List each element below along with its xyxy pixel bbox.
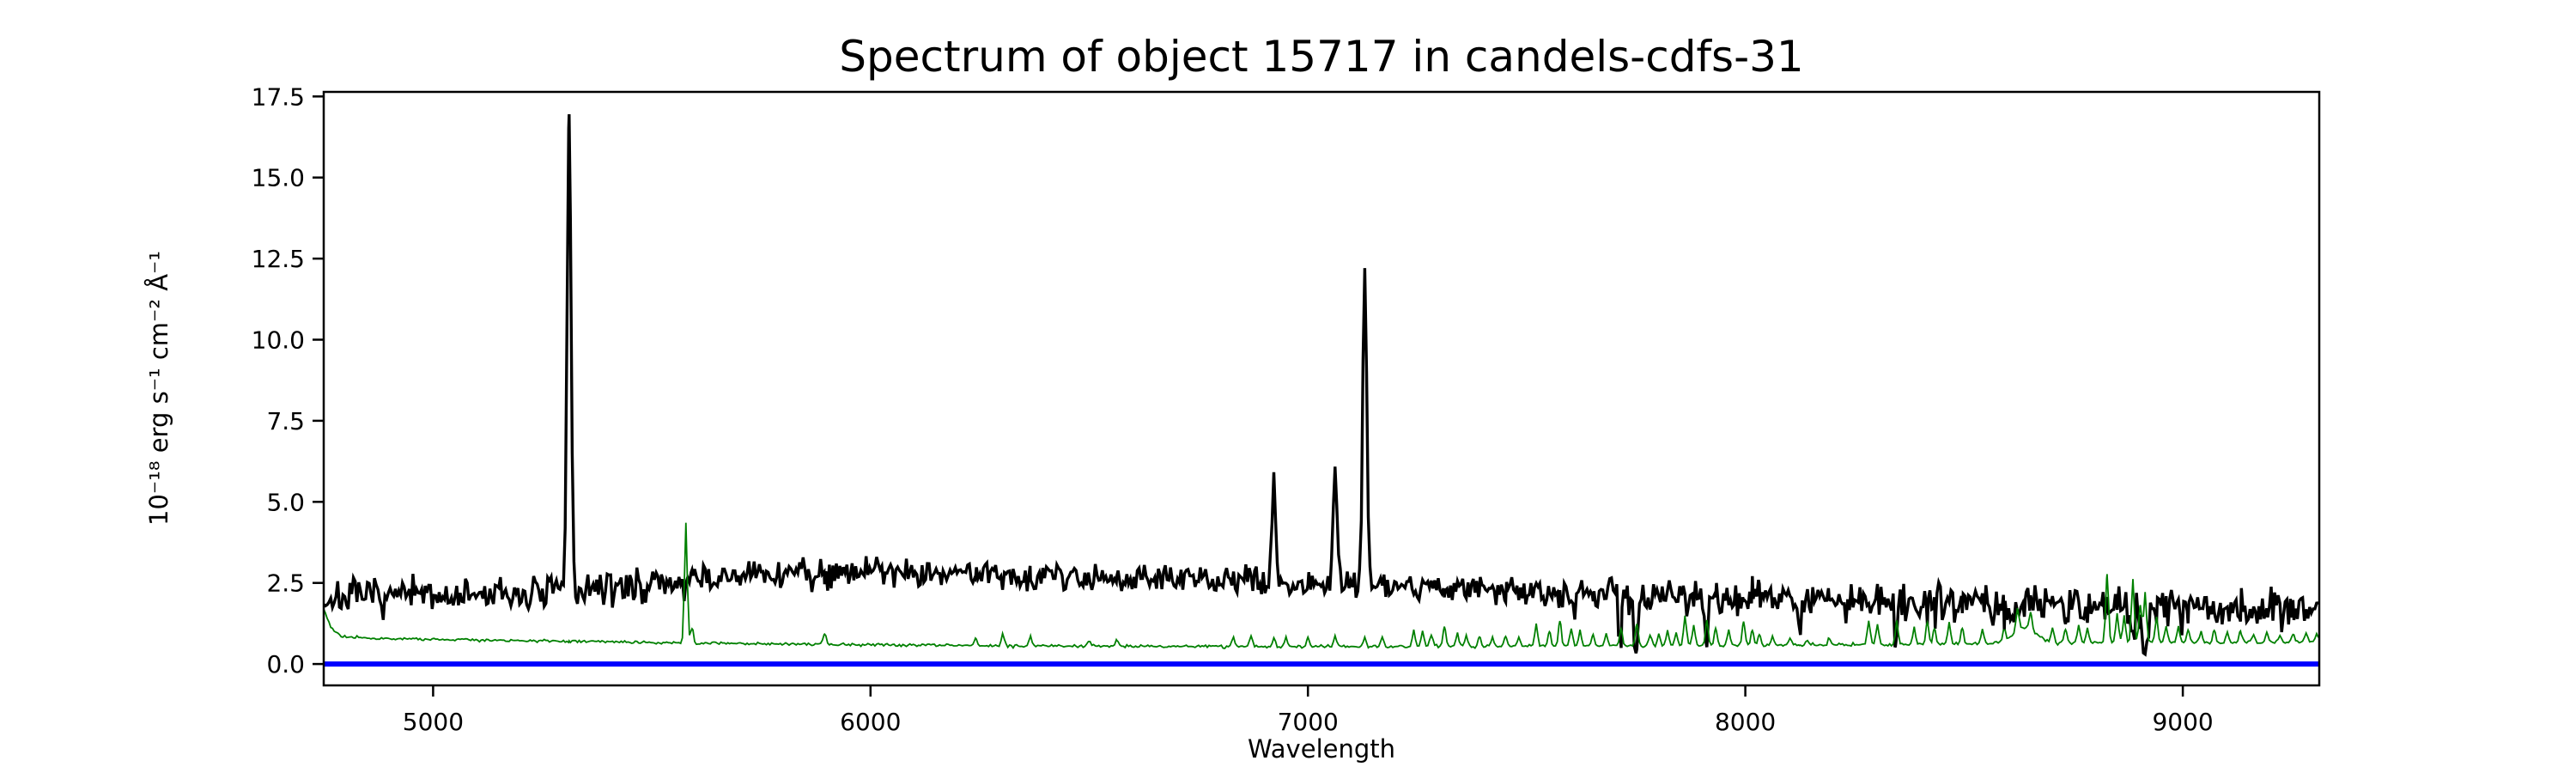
plot-frame xyxy=(322,90,2321,687)
x-tick-label: 9000 xyxy=(2152,708,2213,736)
y-tick-label: 2.5 xyxy=(266,569,305,598)
y-tick-label: 12.5 xyxy=(252,245,305,273)
x-tick-label: 7000 xyxy=(1278,708,1339,736)
y-tick-label: 17.5 xyxy=(252,82,305,111)
plot-title: Spectrum of object 15717 in candels-cdfs… xyxy=(839,32,1804,82)
x-axis-label: Wavelength xyxy=(1248,734,1395,764)
noise-spectrum-line xyxy=(324,522,2319,650)
x-tick-label: 8000 xyxy=(1715,708,1776,736)
y-axis-ticks: 0.0 2.5 5.0 7.5 10.0 12.5 15.0 17.5 xyxy=(252,82,324,679)
y-tick-label: 15.0 xyxy=(252,164,305,192)
y-tick-label: 0.0 xyxy=(266,650,305,679)
y-tick-label: 5.0 xyxy=(266,488,305,516)
y-tick-label: 7.5 xyxy=(266,407,305,435)
x-tick-label: 5000 xyxy=(403,708,464,736)
x-axis-ticks: 5000 6000 7000 8000 9000 xyxy=(403,685,2214,736)
flux-spectrum-line xyxy=(324,113,2319,657)
x-tick-label: 6000 xyxy=(840,708,901,736)
y-axis-label: 10⁻¹⁸ erg s⁻¹ cm⁻² Å⁻¹ xyxy=(144,251,173,526)
y-tick-label: 10.0 xyxy=(252,326,305,355)
